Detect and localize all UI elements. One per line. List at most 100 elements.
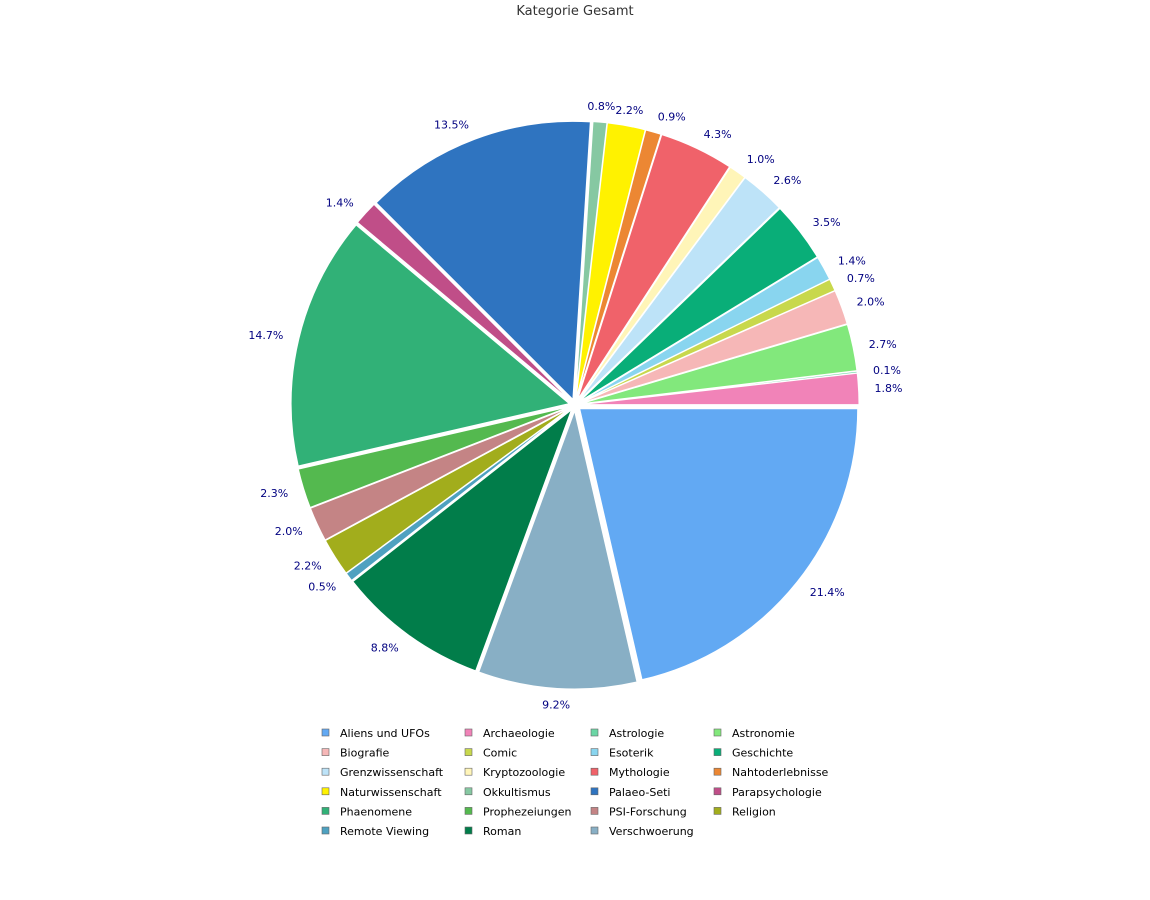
legend-swatch: [321, 807, 330, 815]
legend-swatch: [321, 767, 330, 776]
pie-slice-roman: [352, 408, 573, 672]
pie-label-comic: 0.7%: [847, 272, 875, 285]
pie-label-palaeo-seti: 13.5%: [434, 118, 469, 131]
legend-item-roman: Roman: [464, 825, 521, 838]
legend-item-kryptozoologie: Kryptozoologie: [464, 766, 565, 779]
legend-swatch: [590, 728, 599, 737]
legend-swatch: [590, 748, 599, 756]
legend-swatch: [464, 787, 473, 796]
pie-slice-verschwoerung: [478, 409, 638, 690]
legend-swatch: [590, 807, 599, 815]
legend-item-esoterik: Esoterik: [590, 747, 654, 760]
legend-item-verschwoerung: Verschwoerung: [590, 825, 694, 838]
pie-slice-aliens-und-ufos: [579, 408, 859, 681]
legend-swatch: [464, 728, 473, 737]
legend-label: Aliens und UFOs: [340, 727, 430, 740]
legend-swatch: [464, 807, 473, 815]
chart-legend: Aliens und UFOs Archaeologie Astrologie Ast…: [321, 727, 829, 838]
legend-item-psi-forschung: PSI-Forschung: [590, 805, 687, 818]
legend-swatch: [713, 728, 722, 737]
pie-slice-naturwissenschaft: [575, 122, 646, 400]
legend-label: Palaeo-Seti: [609, 786, 670, 799]
pie-label-grenzwissenschaft: 2.6%: [773, 174, 801, 187]
legend-item-geschichte: Geschichte: [713, 747, 793, 760]
pie-slice-palaeo-seti: [375, 120, 591, 401]
legend-swatch: [713, 767, 722, 776]
legend-item-okkultismus: Okkultismus: [464, 786, 551, 799]
legend-swatch: [590, 787, 599, 796]
pie-label-biografie: 2.0%: [857, 296, 885, 309]
legend-item-remote-viewing: Remote Viewing: [321, 825, 429, 838]
pie-label-geschichte: 3.5%: [813, 216, 841, 229]
pie-slice-astronomie: [580, 323, 858, 405]
legend-label: Verschwoerung: [609, 825, 694, 838]
legend-swatch: [321, 728, 330, 737]
pie-slice-kryptozoologie: [578, 166, 746, 401]
legend-item-astrologie: Astrologie: [590, 727, 664, 740]
legend-label: Kryptozoologie: [483, 766, 565, 779]
legend-label: Okkultismus: [483, 786, 551, 799]
legend-swatch: [321, 826, 330, 835]
pie-label-mythologie: 4.3%: [704, 128, 732, 141]
pie-labels: 21.4% 9.2% 8.8% 0.5% 2.2% 2.0% 2.3% 14.7% 1.4% 13…: [248, 100, 902, 711]
legend-swatch: [713, 807, 722, 815]
pie-slice-remote-viewing: [345, 408, 571, 582]
legend-label: Prophezeiungen: [483, 805, 571, 818]
pie-slice-mythologie: [577, 134, 731, 400]
pie-slice-grenzwissenschaft: [578, 176, 780, 401]
legend-swatch: [590, 826, 599, 835]
pie-slice-prophezeiungen: [297, 406, 570, 509]
legend-swatch: [464, 767, 473, 776]
legend-item-phaenomene: Phaenomene: [321, 805, 412, 818]
legend-label: Archaeologie: [483, 727, 555, 740]
pie-label-psi-forschung: 2.0%: [275, 525, 303, 538]
legend-label: Astrologie: [609, 727, 664, 740]
pie-label-astrologie: 0.1%: [873, 364, 901, 377]
legend-item-prophezeiungen: Prophezeiungen: [464, 805, 571, 818]
legend-swatch: [464, 748, 473, 756]
pie-label-nahtoderlebnisse: 0.9%: [658, 111, 686, 124]
pie-slice-archaeologie: [580, 372, 860, 406]
chart-title: Kategorie Gesamt: [516, 4, 633, 19]
pie-slice-comic: [580, 278, 836, 403]
legend-label: Grenzwissenschaft: [340, 766, 444, 779]
legend-label: Mythologie: [609, 766, 670, 779]
legend-item-nahtoderlebnisse: Nahtoderlebnisse: [713, 766, 829, 779]
pie-label-kryptozoologie: 1.0%: [747, 153, 775, 166]
pie-slice-geschichte: [579, 207, 818, 402]
pie-label-astronomie: 2.7%: [869, 338, 897, 351]
legend-label: Religion: [732, 805, 776, 818]
legend-swatch: [321, 787, 330, 796]
legend-item-palaeo-seti: Palaeo-Seti: [590, 786, 670, 799]
legend-swatch: [321, 748, 330, 756]
legend-item-aliens-und-ufos: Aliens und UFOs: [321, 727, 430, 740]
legend-label: Parapsychologie: [732, 786, 822, 799]
legend-item-astronomie: Astronomie: [713, 727, 795, 740]
pie-slice-nahtoderlebnisse: [576, 129, 662, 400]
legend-label: Esoterik: [609, 747, 654, 760]
legend-item-mythologie: Mythologie: [590, 766, 670, 779]
pie-label-verschwoerung: 9.2%: [542, 698, 570, 711]
pie-slice-parapsychologie: [356, 203, 571, 402]
legend-item-religion: Religion: [713, 805, 776, 818]
legend-label: Naturwissenschaft: [340, 786, 442, 799]
pie-label-okkultismus: 0.8%: [587, 100, 615, 113]
legend-swatch: [590, 767, 599, 776]
pie-slices: [290, 120, 860, 690]
legend-label: Astronomie: [732, 727, 795, 740]
legend-item-naturwissenschaft: Naturwissenschaft: [321, 786, 442, 799]
pie-label-phaenomene: 14.7%: [248, 329, 283, 342]
legend-swatch: [713, 787, 722, 796]
pie-label-naturwissenschaft: 2.2%: [615, 104, 643, 117]
legend-item-parapsychologie: Parapsychologie: [713, 786, 822, 799]
legend-label: PSI-Forschung: [609, 805, 687, 818]
legend-label: Phaenomene: [340, 805, 412, 818]
legend-label: Geschichte: [732, 747, 793, 760]
pie-slice-religion: [324, 407, 571, 574]
legend-label: Biografie: [340, 747, 390, 760]
legend-label: Remote Viewing: [340, 825, 429, 838]
pie-slice-psi-forschung: [309, 407, 570, 541]
pie-label-archaeologie: 1.8%: [875, 382, 903, 395]
pie-slice-okkultismus: [575, 121, 608, 400]
